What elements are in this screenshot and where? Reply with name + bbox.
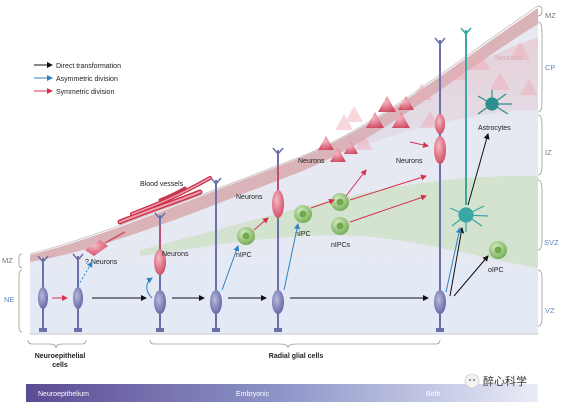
timeline-bar — [26, 384, 538, 402]
vz-layer — [30, 257, 538, 334]
neuroepithelial-label-line1: Neuroepithelial — [35, 353, 86, 360]
radial-glial-label: Radial glial cells — [269, 353, 324, 360]
neurons-label-upper: Neurons — [396, 158, 423, 165]
legend-direct: Direct transformation — [56, 63, 121, 70]
timeline-start: Neuroepithelium — [38, 391, 89, 398]
legend-asymmetric: Asymmetric division — [56, 76, 118, 83]
nipcs-cell-b — [331, 217, 349, 235]
neurons-label-cluster: Neurons — [298, 158, 325, 165]
astro-radial-glia — [460, 27, 472, 205]
migrating-neuron-2 — [272, 165, 284, 218]
zone-iz: IZ — [545, 148, 552, 157]
nipcs-label: nIPCs — [331, 242, 351, 249]
q-neurons-label: ? Neurons — [85, 259, 118, 266]
pial-surface — [29, 5, 539, 255]
zone-brackets — [18, 5, 543, 333]
tissue-layers — [29, 5, 539, 335]
zone-svz: SVZ — [544, 238, 559, 247]
zone-mz-left: MZ — [2, 256, 13, 265]
watermark: 醉心科学 — [464, 373, 527, 389]
legend: Direct transformation Asymmetric divisio… — [34, 62, 121, 96]
legend-symmetric: Symmetric division — [56, 89, 114, 96]
migrating-neuron-3 — [434, 114, 446, 164]
early-neuron — [85, 231, 126, 256]
oipc-label: oIPC — [488, 267, 504, 274]
direct-arrows — [92, 133, 490, 301]
symmetric-arrows — [52, 141, 429, 301]
timeline-middle: Embryonic — [236, 391, 270, 398]
radial-glial-cell-2 — [210, 177, 222, 332]
nipc-cell-1 — [237, 227, 255, 245]
neuroepithelial-cell-1 — [37, 255, 49, 332]
astrocytes-label: Astrocytes — [478, 125, 511, 132]
zone-cp: CP — [545, 63, 555, 72]
astrocyte-lower — [449, 205, 489, 232]
neurons-label-early: Neurons — [162, 251, 189, 258]
neuron-cluster-2 — [366, 96, 414, 128]
migrating-neuron-1 — [154, 226, 166, 275]
neurons-label-glia: Neurons — [236, 194, 263, 201]
bottom-brackets — [27, 339, 441, 349]
radial-glial-cell-4 — [434, 37, 446, 332]
zone-vz: VZ — [545, 306, 555, 315]
blood-vessels — [117, 176, 212, 225]
nipcs-cell-a — [331, 193, 349, 211]
neuroepithelial-label-line2: cells — [52, 362, 68, 369]
neuroepithelial-cell-2 — [72, 253, 84, 332]
oipc-cell — [489, 241, 507, 259]
asymmetric-arrows — [77, 223, 462, 299]
nipc-cell-2 — [294, 205, 312, 223]
neuron-cluster-1 — [318, 136, 358, 162]
astrocyte-upper — [477, 90, 512, 115]
nipc-label-1: nIPC — [236, 252, 252, 259]
watermark-text: 醉心科学 — [483, 374, 527, 388]
zone-mz-right: MZ — [545, 11, 556, 20]
zone-ne: NE — [4, 295, 14, 304]
ghost-neurons — [335, 42, 538, 150]
ghost-neurons-label: Neurons — [495, 55, 522, 62]
nipc-label-2: nIPC — [295, 231, 311, 238]
timeline-end: Birth — [426, 391, 441, 398]
blood-vessels-label: Blood vessels — [140, 181, 184, 188]
